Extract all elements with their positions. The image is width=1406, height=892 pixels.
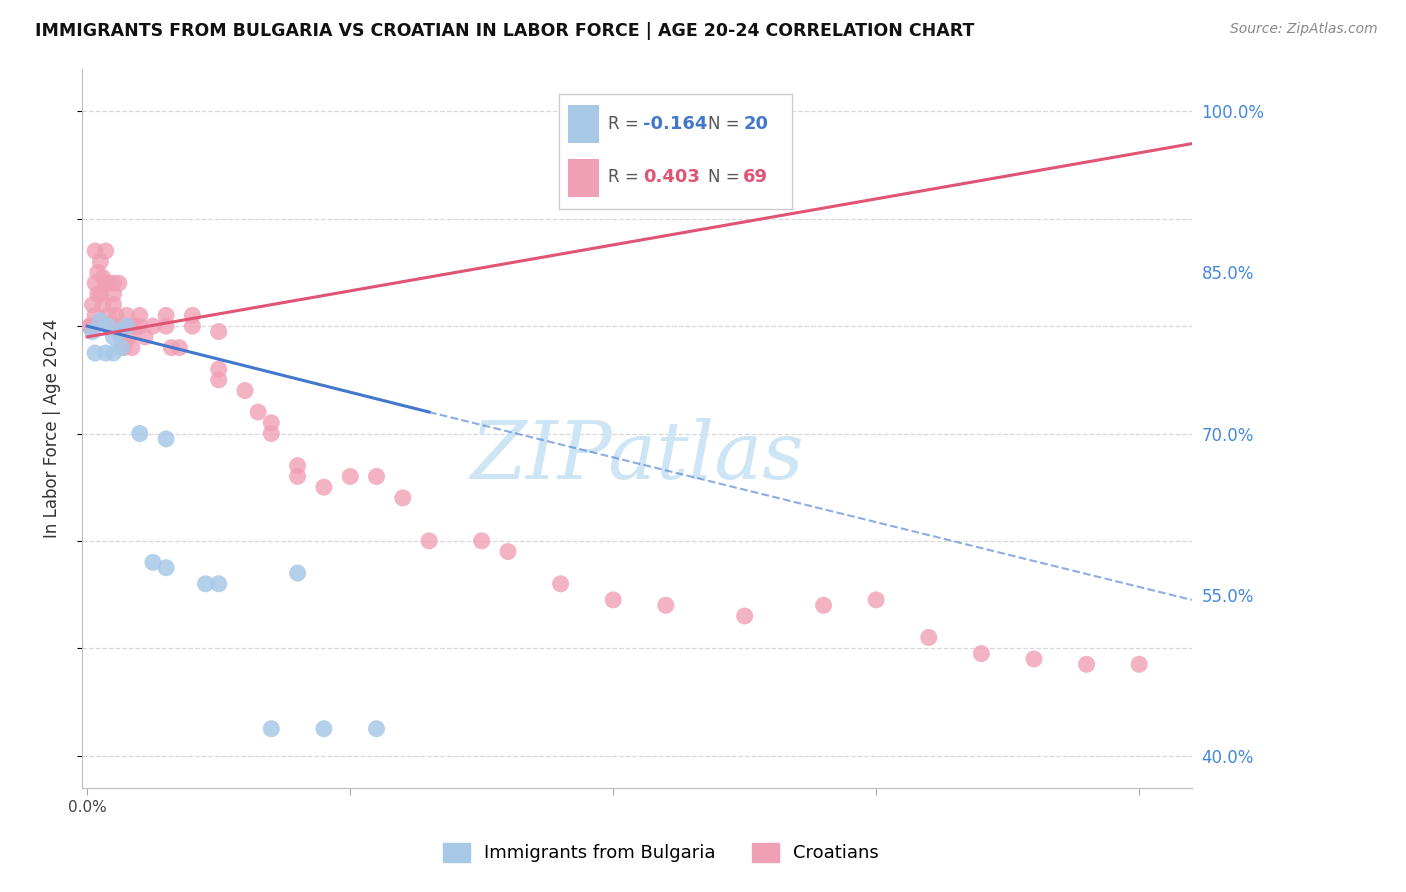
- Point: [110, 330, 132, 344]
- Point: [247, 405, 270, 419]
- Point: [115, 319, 138, 334]
- Point: [91, 270, 114, 285]
- Point: [655, 599, 678, 613]
- Point: [865, 593, 887, 607]
- Point: [813, 599, 835, 613]
- Point: [260, 416, 283, 430]
- Point: [94, 277, 117, 291]
- Point: [366, 469, 388, 483]
- Point: [208, 325, 231, 339]
- Point: [84, 309, 107, 323]
- Point: [1022, 652, 1045, 666]
- Point: [339, 469, 361, 483]
- Point: [287, 566, 309, 580]
- Point: [110, 341, 132, 355]
- Point: [121, 341, 143, 355]
- Point: [155, 432, 177, 446]
- Point: [167, 341, 190, 355]
- Point: [734, 609, 756, 624]
- Point: [87, 287, 110, 301]
- Point: [84, 277, 107, 291]
- Point: [1076, 657, 1098, 672]
- Point: [100, 319, 122, 334]
- Point: [142, 319, 165, 334]
- Point: [260, 722, 283, 736]
- Point: [79, 319, 101, 334]
- Point: [160, 341, 183, 355]
- Point: [366, 722, 388, 736]
- Point: [105, 309, 128, 323]
- Point: [112, 341, 135, 355]
- Point: [103, 298, 125, 312]
- Point: [103, 330, 125, 344]
- Point: [89, 287, 111, 301]
- Point: [94, 244, 117, 258]
- Point: [208, 373, 231, 387]
- Point: [155, 309, 177, 323]
- Legend: Immigrants from Bulgaria, Croatians: Immigrants from Bulgaria, Croatians: [436, 836, 886, 870]
- Point: [115, 309, 138, 323]
- Point: [471, 533, 494, 548]
- Point: [97, 277, 120, 291]
- Point: [89, 254, 111, 268]
- Point: [91, 298, 114, 312]
- Point: [208, 362, 231, 376]
- Point: [115, 319, 138, 334]
- Point: [97, 309, 120, 323]
- Point: [155, 319, 177, 334]
- Point: [84, 244, 107, 258]
- Point: [602, 593, 624, 607]
- Point: [94, 346, 117, 360]
- Point: [79, 319, 101, 334]
- Point: [118, 330, 141, 344]
- Point: [142, 555, 165, 569]
- Point: [260, 426, 283, 441]
- Point: [84, 346, 107, 360]
- Text: IMMIGRANTS FROM BULGARIA VS CROATIAN IN LABOR FORCE | AGE 20-24 CORRELATION CHAR: IMMIGRANTS FROM BULGARIA VS CROATIAN IN …: [35, 22, 974, 40]
- Point: [103, 287, 125, 301]
- Text: Source: ZipAtlas.com: Source: ZipAtlas.com: [1230, 22, 1378, 37]
- Point: [208, 576, 231, 591]
- Point: [155, 560, 177, 574]
- Point: [107, 277, 129, 291]
- Point: [128, 319, 150, 334]
- Point: [287, 469, 309, 483]
- Point: [82, 325, 104, 339]
- Point: [97, 319, 120, 334]
- Point: [418, 533, 440, 548]
- Point: [107, 319, 129, 334]
- Point: [194, 576, 217, 591]
- Y-axis label: In Labor Force | Age 20-24: In Labor Force | Age 20-24: [44, 318, 60, 538]
- Point: [107, 325, 129, 339]
- Point: [391, 491, 413, 505]
- Point: [110, 319, 132, 334]
- Point: [181, 309, 204, 323]
- Point: [103, 346, 125, 360]
- Point: [82, 298, 104, 312]
- Point: [103, 277, 125, 291]
- Point: [181, 319, 204, 334]
- Point: [128, 309, 150, 323]
- Point: [287, 458, 309, 473]
- Point: [233, 384, 256, 398]
- Point: [128, 426, 150, 441]
- Point: [134, 330, 156, 344]
- Point: [124, 319, 146, 334]
- Point: [496, 544, 519, 558]
- Text: ZIPatlas: ZIPatlas: [470, 418, 804, 496]
- Point: [312, 480, 335, 494]
- Point: [312, 722, 335, 736]
- Point: [1128, 657, 1150, 672]
- Point: [550, 576, 572, 591]
- Point: [918, 631, 941, 645]
- Point: [87, 265, 110, 279]
- Point: [970, 647, 993, 661]
- Point: [82, 319, 104, 334]
- Point: [89, 314, 111, 328]
